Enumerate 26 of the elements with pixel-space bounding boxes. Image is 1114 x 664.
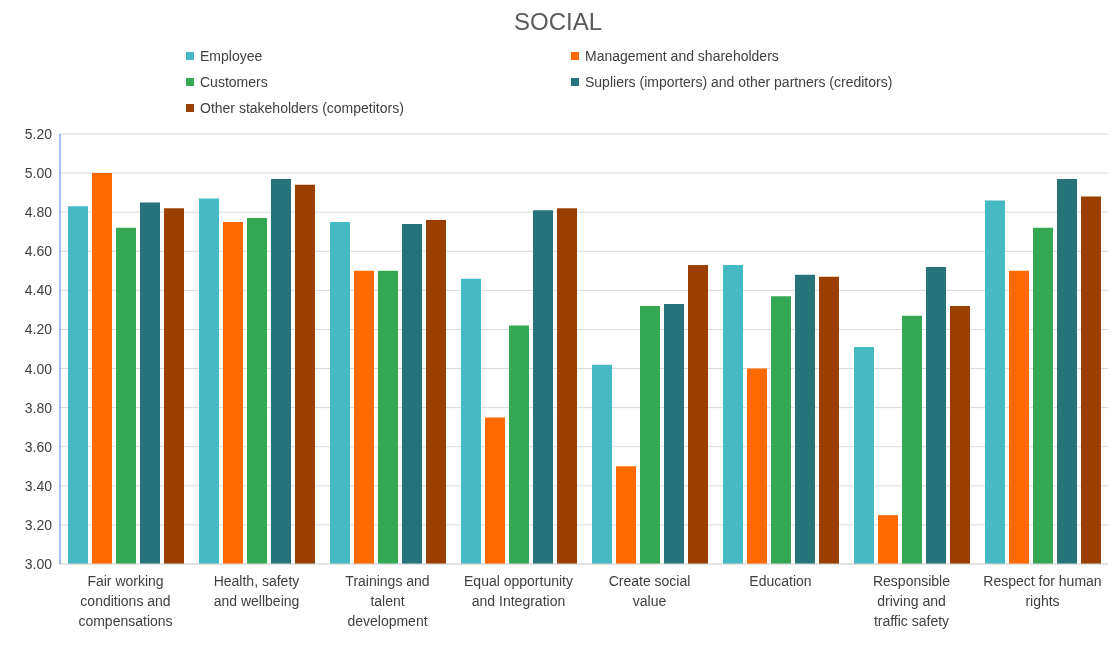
x-tick-label: Respect for human rights <box>983 573 1102 609</box>
y-tick-label: 3.60 <box>24 438 53 455</box>
legend-label: Management and shareholders <box>585 48 779 64</box>
x-tick-label: Responsible driving and traffic safety <box>872 573 951 629</box>
legend-label: Customers <box>200 74 268 90</box>
legend-label: Other stakeholders (competitors) <box>200 100 404 116</box>
y-tick-label: 4.80 <box>24 204 53 221</box>
y-tick-label: 3.40 <box>24 477 53 494</box>
y-tick-label: 5.20 <box>24 125 53 142</box>
legend-label: Employee <box>200 48 263 64</box>
x-tick-label: Education <box>749 573 812 589</box>
y-tick-label: 4.20 <box>24 321 53 338</box>
y-tick-label: 4.00 <box>24 360 53 377</box>
legend-label: Supliers (importers) and other partners (creditors) <box>585 74 893 90</box>
chart-title: SOCIAL <box>513 8 603 36</box>
y-tick-label: 4.60 <box>24 243 53 260</box>
y-tick-label: 3.00 <box>24 555 53 572</box>
y-tick-label: 3.20 <box>24 516 53 533</box>
x-tick-label: Trainings and talent development <box>345 573 430 629</box>
y-tick-label: 3.80 <box>24 399 53 416</box>
x-tick-label: Equal opportunity and Integration <box>464 573 573 609</box>
y-tick-label: 5.00 <box>24 165 53 182</box>
x-tick-label: Create social value <box>608 573 691 609</box>
x-tick-label: Health, safety and wellbeing <box>213 573 300 609</box>
y-tick-label: 4.40 <box>24 282 53 299</box>
x-tick-label: Fair working conditions and compensations <box>78 573 173 629</box>
